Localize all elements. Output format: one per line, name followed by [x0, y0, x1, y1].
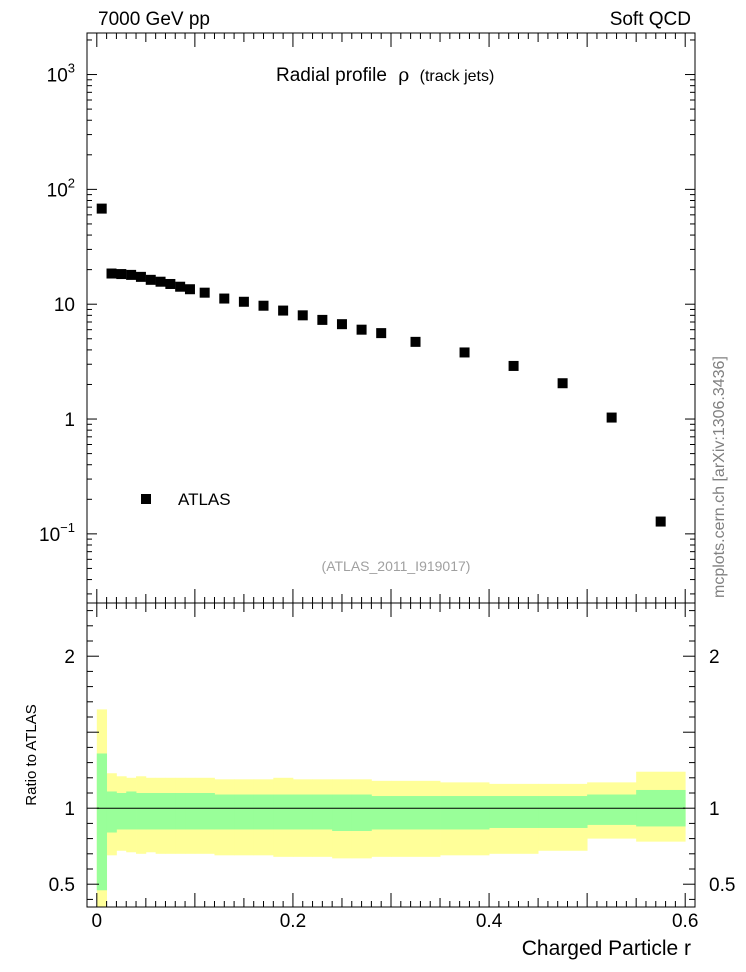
ratio-band-bin	[234, 794, 255, 830]
header-energy-label: 7000 GeV pp	[98, 9, 210, 30]
ratio-band-bin	[165, 793, 176, 830]
plot-title-sub: (track jets)	[420, 68, 495, 85]
ratio-y-ticks: 0.5 0.5 1 1 2 2	[49, 610, 735, 900]
data-point	[145, 274, 156, 285]
ratio-band-bin	[332, 794, 353, 831]
ratio-band-bin	[116, 793, 127, 830]
data-point	[336, 319, 347, 330]
data-point	[135, 271, 146, 282]
main-y-tick-label: 103	[47, 61, 75, 87]
data-point	[376, 328, 387, 339]
ratio-panel: 0.5 0.5 1 1 2 2 0 0.2 0.4 0.6 Ratio to ATLAS Cha…	[23, 602, 735, 960]
data-point	[557, 378, 568, 389]
ratio-band-bin	[312, 794, 333, 830]
data-point	[297, 310, 308, 321]
x-tick-label: 0.4	[476, 911, 503, 932]
ratio-band-bin	[106, 791, 117, 833]
ratio-band-bin	[126, 791, 137, 830]
ratio-band-bin	[538, 796, 588, 828]
main-x-ticks	[96, 33, 686, 603]
ratio-y-axis-label: Ratio to ATLAS	[23, 704, 40, 805]
plot-title-symbol: ρ	[398, 64, 409, 86]
ratio-x-ticks: 0 0.2 0.4 0.6	[92, 603, 698, 932]
ratio-band-bin	[489, 796, 539, 828]
ratio-band-bin	[175, 793, 186, 830]
ratio-band-bin	[155, 793, 166, 830]
data-point	[175, 281, 186, 292]
header-category-label: Soft QCD	[610, 9, 691, 30]
ratio-band-bin	[292, 794, 313, 830]
x-tick-label: 0	[92, 911, 103, 932]
ratio-y-tick-label-left: 2	[64, 647, 75, 668]
data-point	[238, 296, 249, 307]
ratio-uncertainty-bands	[96, 709, 686, 907]
x-tick-label: 0.6	[672, 911, 698, 932]
ratio-band-bin	[136, 793, 147, 830]
ratio-y-tick-label-right: 1	[709, 799, 720, 820]
ratio-y-tick-label-left: 1	[64, 799, 75, 820]
data-point	[278, 305, 289, 316]
ratio-band-bin	[253, 794, 274, 830]
ratio-y-tick-label-left: 0.5	[49, 875, 75, 896]
ratio-band-bin	[214, 794, 235, 830]
data-point	[317, 314, 328, 325]
data-point	[508, 360, 519, 371]
ratio-y-tick-label-right: 0.5	[709, 875, 735, 896]
main-frame	[86, 32, 696, 604]
main-y-tick-label: 10−1	[39, 520, 75, 546]
data-point	[165, 278, 176, 289]
legend-marker	[141, 494, 151, 504]
main-data-points	[96, 203, 666, 527]
plot-title-main: Radial profile	[276, 65, 387, 86]
data-point	[184, 284, 195, 295]
main-y-ticks: 10−1 1 10 102 103	[39, 39, 695, 595]
ratio-frame	[86, 602, 696, 908]
ratio-band-bin	[440, 796, 490, 830]
ratio-band-bin	[194, 793, 215, 830]
analysis-id-label: (ATLAS_2011_I919017)	[322, 558, 471, 574]
ratio-band-bin	[96, 753, 108, 891]
data-point	[356, 324, 367, 335]
x-tick-label: 0.2	[280, 911, 306, 932]
data-point	[96, 203, 107, 214]
ratio-band-bin	[587, 794, 637, 825]
ratio-band-bin	[351, 794, 372, 831]
data-point	[155, 276, 166, 287]
ratio-band-bin	[145, 793, 157, 830]
side-source-label: mcplots.cern.ch [arXiv:1306.3436]	[711, 356, 728, 598]
data-point	[410, 336, 421, 347]
legend-label: ATLAS	[178, 490, 231, 509]
data-point	[655, 516, 666, 527]
data-point	[219, 293, 230, 304]
ratio-band-bin	[391, 796, 441, 830]
ratio-band-bin	[185, 793, 196, 830]
data-point	[606, 412, 617, 423]
main-panel: 10−1 1 10 102 103 Radial profile ρ (track je…	[39, 32, 696, 604]
ratio-y-tick-label-right: 2	[709, 647, 720, 668]
data-point	[106, 268, 117, 279]
ratio-band-bin	[273, 794, 294, 830]
main-y-tick-label: 1	[64, 410, 75, 431]
data-point	[459, 347, 470, 358]
data-point	[258, 300, 269, 311]
x-axis-label: Charged Particle r	[522, 937, 691, 960]
ratio-band-bin	[371, 796, 392, 830]
data-point	[116, 269, 127, 280]
data-point	[199, 287, 210, 298]
plot-title: Radial profile ρ (track jets)	[276, 64, 494, 86]
main-y-tick-label: 102	[47, 175, 75, 201]
data-point	[126, 269, 137, 280]
main-y-tick-label: 10	[54, 295, 75, 316]
